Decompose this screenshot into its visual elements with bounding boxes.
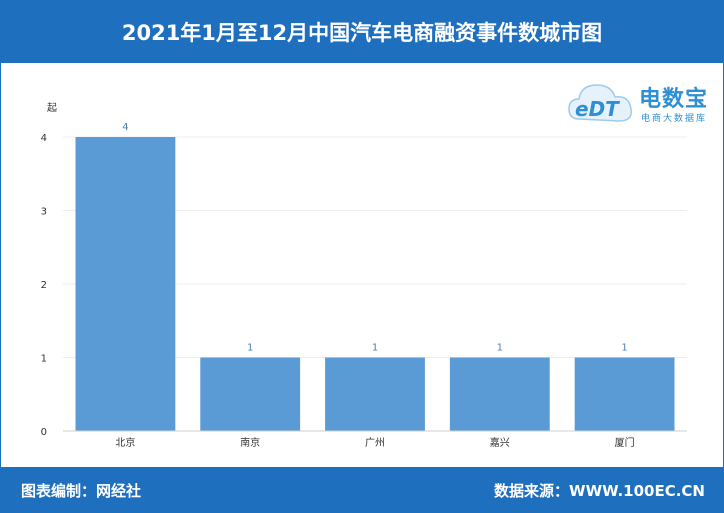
x-tick-label: 嘉兴	[490, 436, 510, 449]
bar	[75, 137, 176, 431]
value-label: 1	[247, 343, 253, 354]
bar	[449, 357, 550, 431]
logo: eDT 电数宝 电商大数据库	[567, 71, 717, 131]
bar-chart: 起 0 1 2 3 4 4 1 1 1 1 北京 南京 广州 嘉兴 厦门	[41, 102, 687, 449]
value-label: 1	[372, 343, 378, 354]
logo-mark: eDT	[575, 97, 620, 121]
value-label: 4	[122, 122, 128, 133]
value-label: 1	[621, 343, 627, 354]
bar	[200, 357, 301, 431]
logo-subtitle: 电商大数据库	[641, 114, 708, 124]
x-tick-labels: 北京 南京 广州 嘉兴 厦门	[115, 436, 634, 449]
value-label: 1	[497, 343, 503, 354]
chart-title: 2021年1月至12月中国汽车电商融资事件数城市图	[1, 1, 723, 63]
y-tick-label: 1	[41, 354, 47, 365]
x-tick-label: 北京	[115, 436, 135, 449]
y-unit-label: 起	[47, 102, 57, 114]
bar	[325, 357, 425, 431]
x-tick-label: 南京	[240, 436, 260, 449]
footer-credit: 图表编制：网经社	[21, 482, 142, 500]
footer-source: 数据来源：WWW.100EC.CN	[494, 482, 705, 500]
logo-wordmark: 电数宝	[639, 87, 709, 112]
y-tick-labels: 0 1 2 3 4	[41, 133, 47, 438]
x-tick-label: 厦门	[615, 436, 635, 449]
y-tick-label: 3	[41, 207, 47, 218]
value-labels: 4 1 1 1 1	[122, 122, 628, 354]
cloud-logo-icon: eDT	[568, 84, 632, 122]
bars	[75, 137, 675, 431]
footer: 图表编制：网经社 数据来源：WWW.100EC.CN	[1, 467, 723, 512]
x-tick-label: 广州	[365, 437, 385, 449]
y-tick-label: 4	[41, 133, 47, 144]
y-tick-label: 0	[41, 427, 47, 438]
bar	[574, 357, 675, 431]
y-tick-label: 2	[41, 280, 47, 291]
